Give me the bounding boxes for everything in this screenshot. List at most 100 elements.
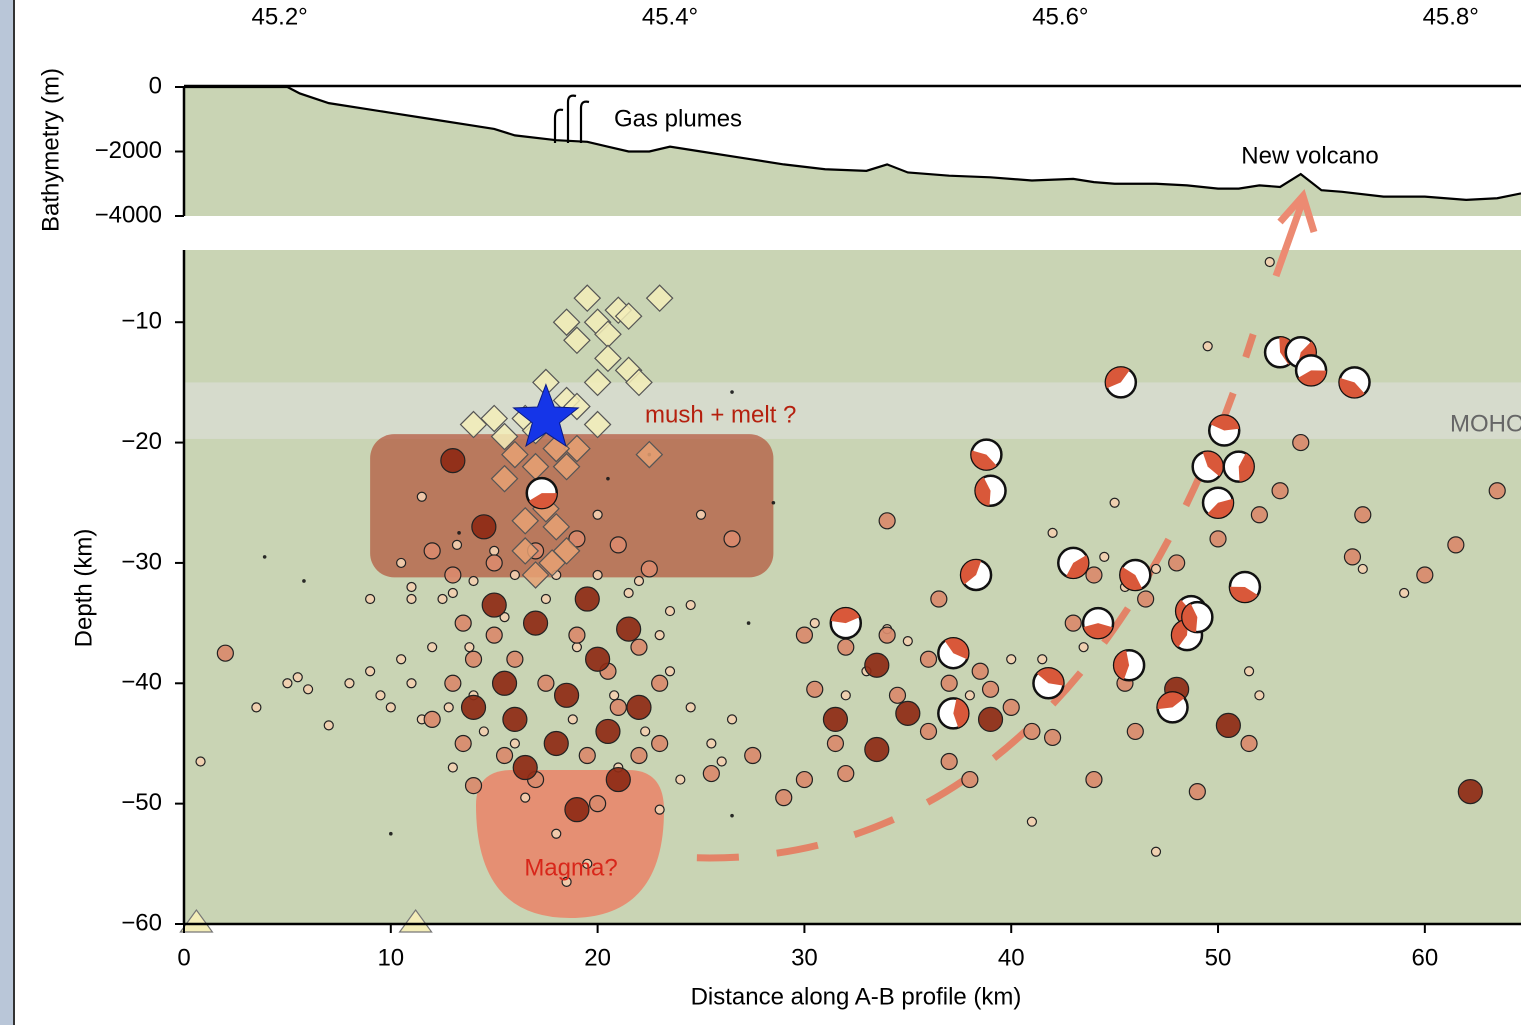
earthquake	[1037, 654, 1048, 665]
earthquake	[651, 734, 669, 753]
earthquake	[1006, 654, 1017, 665]
earthquake	[292, 672, 303, 683]
gas-plume-icon	[579, 100, 590, 143]
earthquake	[396, 654, 407, 665]
diamond-event	[480, 404, 509, 433]
earthquake	[389, 831, 393, 836]
earthquake	[1292, 433, 1310, 452]
x-tick-label: 50	[1205, 944, 1232, 971]
earthquake	[940, 752, 958, 771]
earthquake	[606, 476, 610, 481]
diamond-event	[594, 344, 622, 373]
x-axis-label: Distance along A-B profile (km)	[691, 983, 1022, 1010]
earthquake	[616, 616, 642, 642]
beachball-wedge	[1172, 620, 1189, 648]
earthquake	[977, 706, 1004, 732]
focal-mechanism	[959, 558, 993, 592]
earthquake	[485, 554, 503, 572]
diamond-event	[542, 512, 571, 541]
earthquake	[822, 706, 849, 732]
earthquake	[630, 638, 648, 656]
focal-mechanism	[1222, 450, 1255, 483]
earthquake	[1264, 256, 1275, 268]
earthquake	[282, 678, 293, 689]
earthquake	[981, 680, 1000, 698]
y-tick-label: −20	[121, 428, 162, 455]
earthquake	[509, 569, 520, 581]
earthquake	[730, 813, 734, 818]
beachball-wedge	[1238, 453, 1254, 482]
earthquake	[502, 706, 528, 732]
mush-zone	[370, 434, 774, 578]
beachball-wedge	[1066, 555, 1089, 578]
earthquake	[1078, 642, 1089, 653]
earthquake	[262, 555, 267, 559]
gas-plume-icon	[553, 108, 564, 143]
earthquake	[509, 738, 520, 749]
earthquake	[878, 626, 896, 644]
y-axis-label: Bathymetry (m)	[37, 68, 64, 232]
annotation: MOHO	[1450, 410, 1521, 437]
earthquake	[564, 797, 590, 823]
earthquake	[457, 531, 461, 535]
earthquake	[971, 662, 989, 680]
beachball-wedge	[830, 608, 860, 624]
earthquake	[568, 530, 586, 548]
earthquake	[495, 746, 514, 765]
earthquake	[427, 642, 438, 653]
earthquake	[961, 770, 979, 789]
diamond-event	[459, 410, 488, 439]
earthquake	[365, 666, 376, 677]
earthquake	[633, 575, 645, 587]
earthquake	[640, 560, 658, 578]
beachball-wedge	[1114, 650, 1130, 680]
magma-zone	[476, 770, 664, 918]
earthquake	[423, 542, 441, 560]
earthquake	[1202, 341, 1213, 352]
earthquake	[571, 642, 583, 653]
earthquake	[744, 746, 762, 765]
earthquake	[1209, 530, 1227, 548]
earthquake	[447, 587, 458, 599]
earthquake	[481, 592, 507, 618]
earthquake	[723, 530, 741, 548]
x-tick-label: 30	[791, 944, 818, 971]
earthquake	[592, 569, 603, 581]
earthquake	[1026, 816, 1038, 827]
y-tick-label: −50	[121, 789, 162, 816]
earthquake	[730, 390, 734, 394]
earthquake	[195, 756, 206, 767]
earthquake	[302, 579, 306, 583]
earthquake	[1002, 698, 1020, 716]
earthquake	[385, 702, 396, 713]
earthquake	[1064, 614, 1082, 632]
earthquake	[806, 680, 824, 698]
x-tick-label: 40	[998, 944, 1025, 971]
earthquake	[826, 734, 845, 753]
diamond-event	[511, 537, 540, 565]
gas-plume-icon	[566, 94, 577, 143]
earthquake	[1023, 722, 1041, 741]
earthquake	[695, 509, 707, 520]
diamond-event	[573, 284, 602, 312]
diamond-event	[635, 440, 664, 469]
earthquake	[302, 684, 314, 695]
earthquake	[1109, 497, 1120, 508]
focal-mechanism	[1119, 558, 1152, 592]
earthquake	[726, 714, 738, 725]
earthquake	[375, 690, 386, 701]
diamond-event	[583, 368, 612, 397]
beachball-wedge	[971, 450, 997, 470]
earthquake	[706, 738, 717, 749]
earthquake	[609, 698, 627, 716]
earthquake	[251, 702, 262, 713]
diamond-event	[625, 368, 653, 397]
earthquake	[464, 776, 483, 795]
earthquake	[416, 491, 427, 502]
focal-mechanism	[970, 438, 1003, 471]
earthquake	[609, 536, 627, 554]
earthquake	[685, 702, 696, 713]
earthquake	[605, 766, 631, 793]
earthquake	[1126, 722, 1144, 741]
